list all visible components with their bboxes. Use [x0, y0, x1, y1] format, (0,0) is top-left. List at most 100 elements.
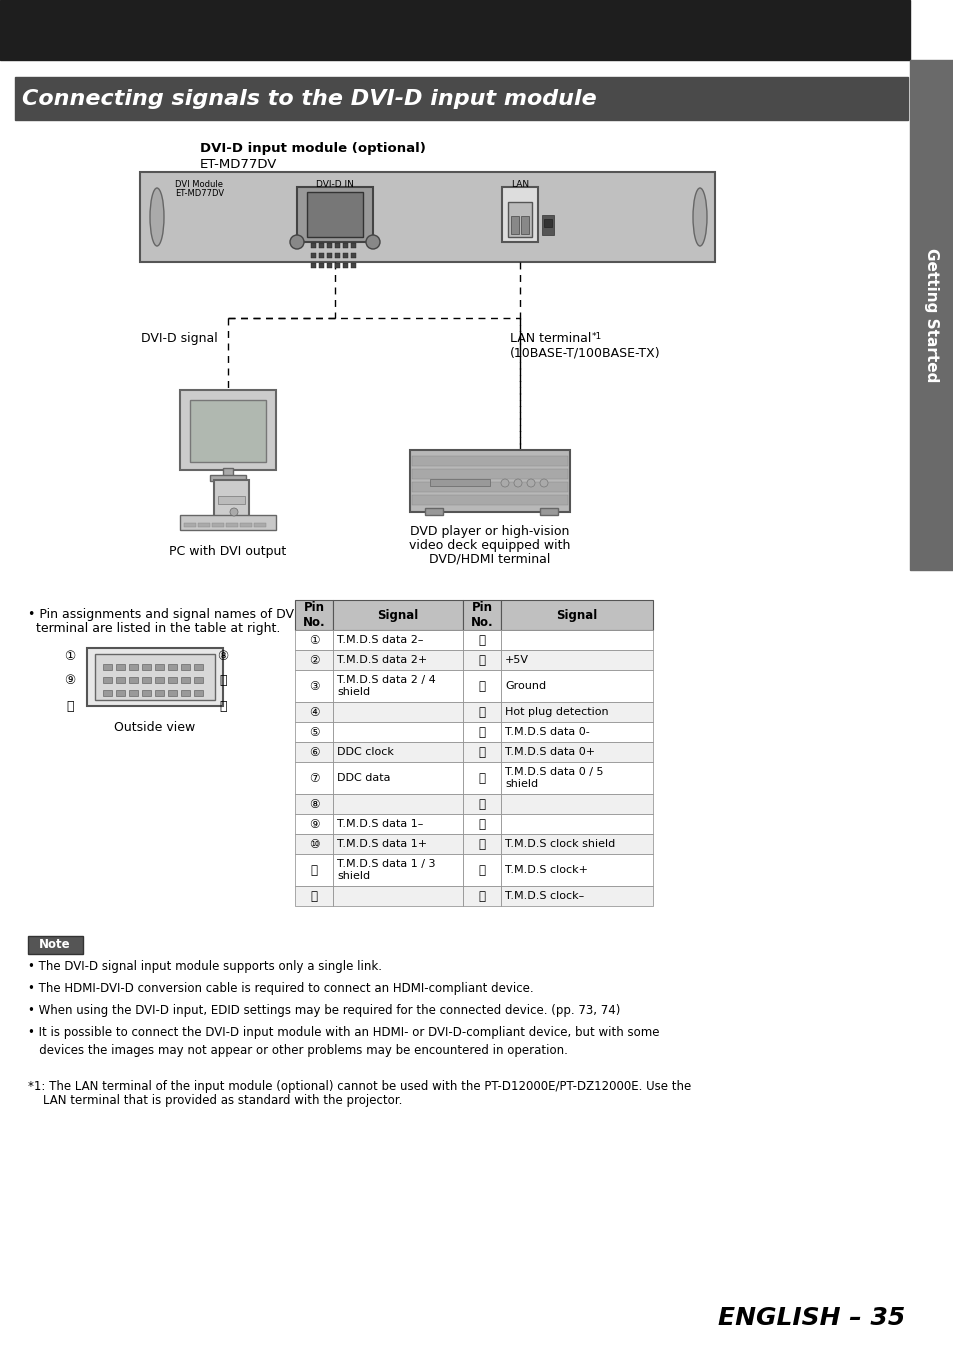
Bar: [412, 468, 567, 479]
Bar: [462, 834, 500, 855]
Bar: [500, 722, 652, 742]
Bar: [462, 886, 500, 906]
Bar: [462, 599, 500, 630]
Bar: [223, 468, 233, 478]
Text: ⑧: ⑧: [309, 798, 319, 810]
Bar: [294, 743, 333, 761]
Bar: [142, 676, 151, 683]
Bar: [226, 522, 237, 526]
Bar: [462, 814, 500, 834]
Text: DVI-D IN: DVI-D IN: [315, 180, 354, 189]
Bar: [343, 252, 348, 258]
Ellipse shape: [692, 188, 706, 246]
Bar: [87, 648, 223, 706]
Bar: [500, 702, 652, 722]
Text: Hot plug detection: Hot plug detection: [504, 707, 608, 717]
Bar: [294, 649, 333, 670]
Bar: [500, 630, 652, 649]
Text: T.M.D.S data 2 / 4
shield: T.M.D.S data 2 / 4 shield: [336, 675, 436, 697]
Bar: [327, 243, 332, 248]
Bar: [103, 664, 112, 670]
Bar: [462, 794, 500, 814]
Bar: [318, 263, 324, 269]
Bar: [294, 794, 333, 814]
Text: Pin
No.: Pin No.: [470, 601, 493, 629]
Text: LAN terminal: LAN terminal: [510, 332, 591, 346]
Bar: [500, 599, 652, 630]
Bar: [333, 855, 462, 886]
Text: +5V: +5V: [504, 655, 529, 666]
Circle shape: [514, 479, 521, 487]
Bar: [500, 886, 652, 906]
Bar: [507, 202, 532, 238]
Bar: [193, 664, 203, 670]
Text: T.M.D.S data 0 / 5
shield: T.M.D.S data 0 / 5 shield: [504, 767, 603, 788]
Bar: [296, 188, 373, 242]
Bar: [333, 599, 462, 630]
Text: ⑱: ⑱: [478, 745, 485, 759]
Text: T.M.D.S clock shield: T.M.D.S clock shield: [504, 838, 615, 849]
Bar: [410, 450, 569, 512]
Bar: [193, 690, 203, 697]
Ellipse shape: [150, 188, 164, 246]
Text: • It is possible to connect the DVI-D input module with an HDMI- or DVI-D-compli: • It is possible to connect the DVI-D in…: [28, 1026, 659, 1040]
Text: • When using the DVI-D input, EDID settings may be required for the connected de: • When using the DVI-D input, EDID setti…: [28, 1004, 619, 1017]
Bar: [154, 676, 164, 683]
Text: T.M.D.S data 0-: T.M.D.S data 0-: [504, 728, 589, 737]
Bar: [343, 243, 348, 248]
Bar: [210, 475, 246, 481]
Text: ⑫: ⑫: [310, 890, 317, 903]
Text: DDC data: DDC data: [336, 774, 390, 783]
Bar: [500, 814, 652, 834]
Bar: [168, 690, 177, 697]
Text: (10BASE-T/100BASE-TX): (10BASE-T/100BASE-TX): [510, 347, 659, 360]
Text: T.M.D.S clock–: T.M.D.S clock–: [504, 891, 583, 900]
Bar: [318, 252, 324, 258]
Circle shape: [526, 479, 535, 487]
Text: LAN terminal that is provided as standard with the projector.: LAN terminal that is provided as standar…: [28, 1094, 402, 1107]
Bar: [424, 508, 442, 514]
Bar: [412, 495, 567, 505]
Bar: [168, 664, 177, 670]
Bar: [311, 252, 315, 258]
Text: ⑪: ⑪: [310, 864, 317, 876]
Bar: [500, 743, 652, 761]
Bar: [103, 690, 112, 697]
Bar: [462, 761, 500, 794]
Bar: [190, 400, 266, 462]
Bar: [140, 171, 714, 262]
Text: Connecting signals to the DVI-D input module: Connecting signals to the DVI-D input mo…: [22, 89, 597, 109]
Bar: [181, 664, 190, 670]
Bar: [351, 243, 355, 248]
Bar: [181, 676, 190, 683]
Bar: [129, 676, 138, 683]
Text: PC with DVI output: PC with DVI output: [170, 545, 286, 558]
Text: ⑩: ⑩: [309, 837, 319, 850]
Bar: [462, 649, 500, 670]
Text: T.M.D.S data 1+: T.M.D.S data 1+: [336, 838, 427, 849]
Bar: [333, 649, 462, 670]
Text: T.M.D.S data 2+: T.M.D.S data 2+: [336, 655, 427, 666]
Bar: [333, 722, 462, 742]
Text: DVI-D input module (optional): DVI-D input module (optional): [200, 142, 425, 155]
Bar: [541, 215, 554, 235]
Text: ⑦: ⑦: [309, 771, 319, 784]
Bar: [129, 690, 138, 697]
Text: ⑯: ⑯: [478, 706, 485, 718]
Text: ⑯: ⑯: [219, 675, 227, 687]
Bar: [0, 0, 909, 59]
Text: *1: *1: [592, 332, 601, 342]
Text: ⑨: ⑨: [64, 675, 75, 687]
Bar: [311, 263, 315, 269]
Bar: [184, 522, 195, 526]
Bar: [294, 834, 333, 855]
Bar: [333, 630, 462, 649]
Bar: [333, 814, 462, 834]
Bar: [333, 886, 462, 906]
Bar: [294, 761, 333, 794]
Bar: [351, 263, 355, 269]
Text: Note: Note: [39, 938, 71, 952]
Bar: [154, 664, 164, 670]
Text: Signal: Signal: [556, 609, 597, 621]
Bar: [253, 522, 266, 526]
